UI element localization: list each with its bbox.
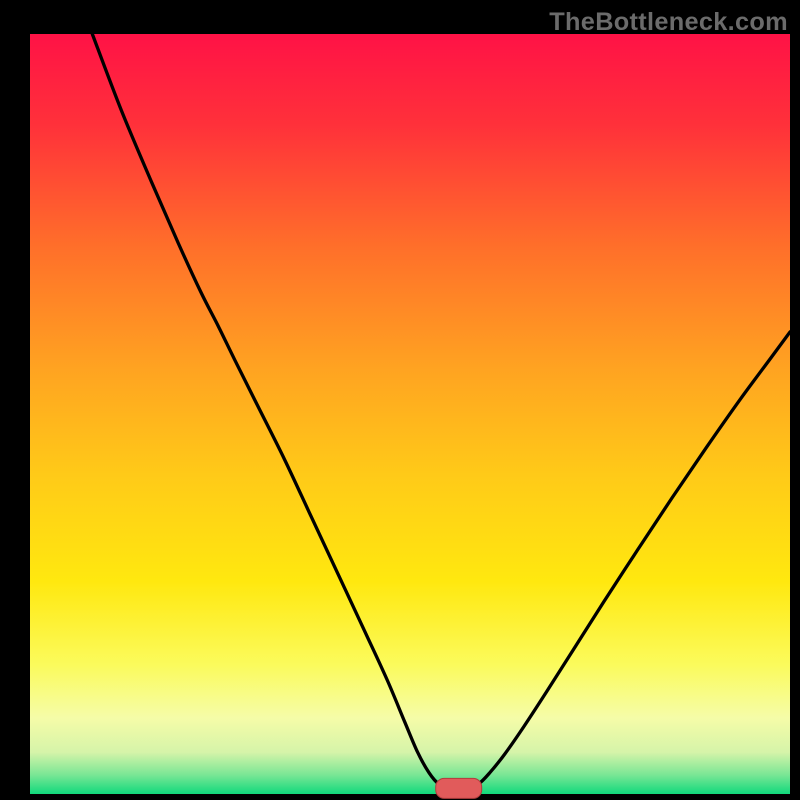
plot-area	[30, 34, 790, 794]
bottleneck-curve	[30, 34, 790, 794]
figure-root: TheBottleneck.com	[0, 0, 800, 800]
watermark-label: TheBottleneck.com	[549, 8, 788, 37]
optimal-marker	[435, 778, 483, 798]
